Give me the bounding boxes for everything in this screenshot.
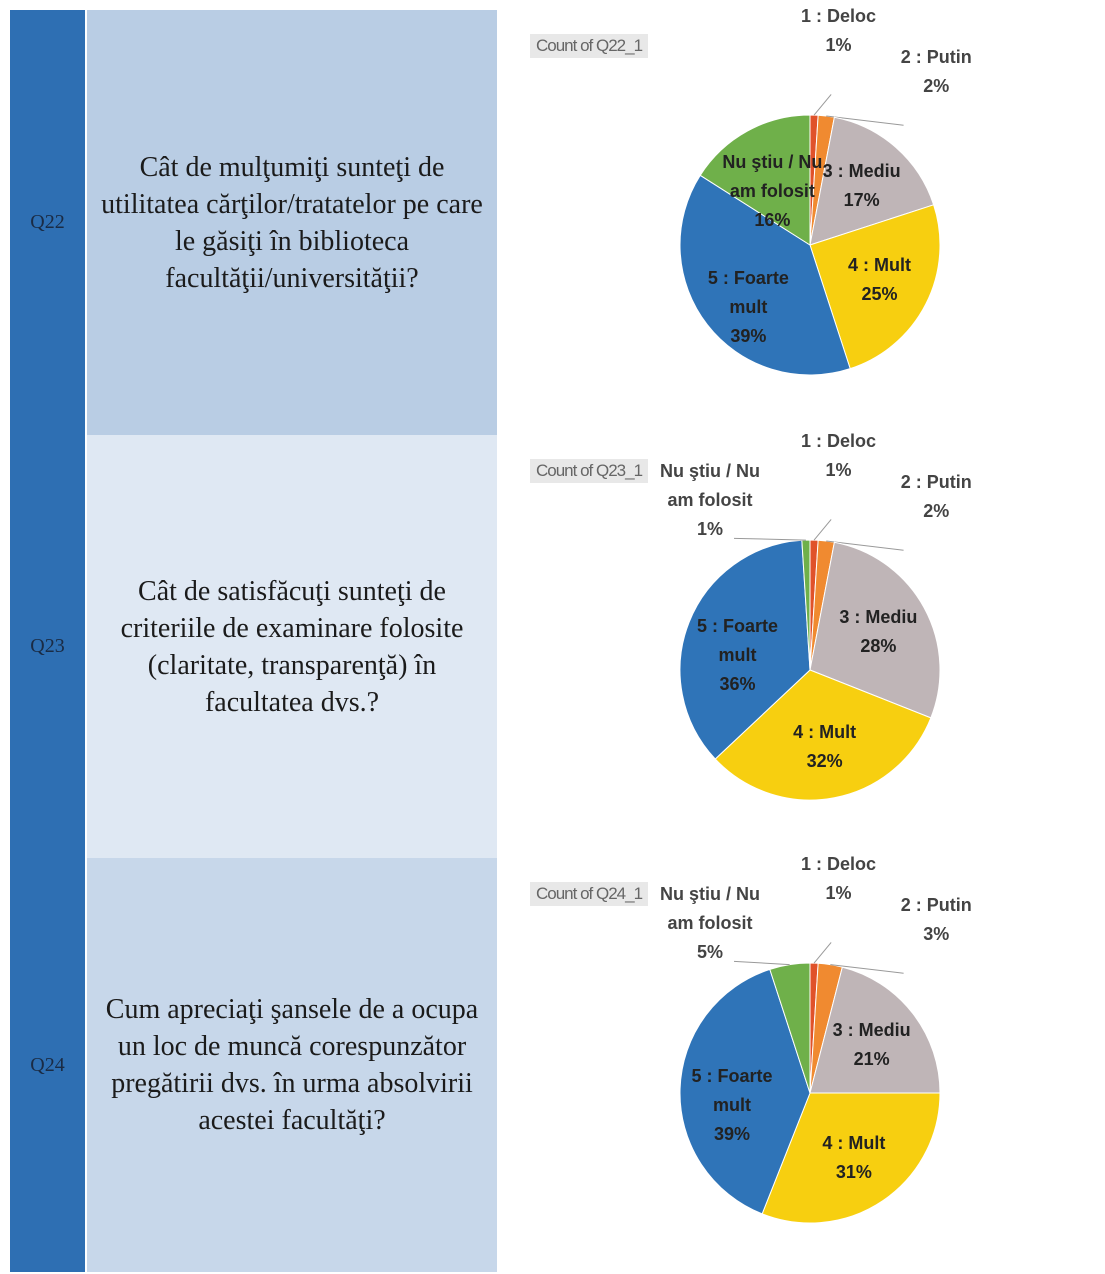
- category-label: 1 : Deloc: [801, 854, 877, 874]
- data-label: 3 : Mediu 28%: [818, 603, 938, 661]
- pie-slice: [699, 114, 811, 246]
- percent-label: 1%: [825, 35, 852, 55]
- chart-title: Count of Q22_1: [530, 34, 649, 58]
- pie-chart: [679, 94, 941, 376]
- pie-slice: [809, 541, 941, 719]
- question-text: Cât de satisfăcuţi sunteţi de criteriile…: [87, 435, 497, 858]
- leader-line: [826, 540, 904, 551]
- data-label: 1 : Deloc 1%: [779, 2, 899, 60]
- percent-label: 2%: [923, 501, 950, 522]
- table-row: Q24 Cum apreciaţi şansele de a ocupa un l…: [10, 854, 1100, 1274]
- percent-label: 1%: [696, 518, 723, 539]
- leader-line: [826, 115, 904, 126]
- data-label: Nu ştiu / Nu am folosit 16%: [712, 148, 832, 235]
- data-label: 2 : Putin 3%: [876, 891, 996, 949]
- chart-cell: Count of Q22_1 1 : Deloc 1% 2 : Putin 2% 3 : …: [500, 6, 1100, 435]
- percent-label: 1%: [825, 883, 852, 903]
- pie-chart: [679, 942, 941, 1224]
- percent-label: 31%: [835, 1161, 872, 1182]
- percent-label: 16%: [754, 209, 791, 230]
- percent-label: 1%: [825, 460, 852, 480]
- question-id: Q24: [10, 858, 85, 1272]
- data-label: Nu ştiu / Nu am folosit 5%: [650, 880, 770, 967]
- pie-slice: [761, 1092, 941, 1224]
- pie-slice: [809, 116, 935, 246]
- category-label: 3 : Mediu: [839, 607, 918, 628]
- data-label: 1 : Deloc 1%: [779, 850, 899, 908]
- data-label: 2 : Putin 2%: [876, 43, 996, 101]
- question-id: Q23: [10, 435, 85, 858]
- data-label: 4 : Mult 25%: [819, 251, 939, 309]
- category-label: 4 : Mult: [822, 1132, 886, 1153]
- percent-label: 25%: [861, 284, 898, 305]
- pie-slice: [679, 174, 851, 376]
- chart-title: Count of Q23_1: [530, 459, 649, 483]
- percent-label: 21%: [853, 1049, 890, 1070]
- pie-chart: [679, 519, 941, 801]
- leader-line: [813, 94, 832, 116]
- percent-label: 39%: [714, 1123, 751, 1144]
- pie-slice: [714, 669, 932, 801]
- category-label: 4 : Mult: [847, 255, 911, 276]
- category-label: 1 : Deloc: [801, 6, 877, 26]
- leader-line: [830, 964, 904, 974]
- category-label: 1 : Deloc: [801, 431, 877, 451]
- question-id: Q22: [10, 10, 85, 435]
- data-label: 5 : Foarte mult 39%: [688, 264, 808, 351]
- data-label: 4 : Mult 32%: [765, 718, 885, 776]
- leader-line: [733, 537, 806, 541]
- data-label: Nu ştiu / Nu am folosit 1%: [650, 457, 770, 544]
- percent-label: 32%: [806, 750, 843, 771]
- percent-label: 39%: [730, 325, 767, 346]
- percent-label: 2%: [923, 76, 950, 97]
- table-row: Q22 Cât de mulţumiţi sunteţi de utilitate…: [10, 6, 1100, 437]
- category-label: 2 : Putin: [900, 47, 972, 68]
- category-label: 2 : Putin: [900, 895, 972, 916]
- question-text: Cât de mulţumiţi sunteţi de utilitatea c…: [87, 10, 497, 435]
- pie-slice: [809, 966, 941, 1094]
- data-label: 5 : Foarte mult 39%: [672, 1062, 792, 1149]
- leader-line: [733, 960, 790, 966]
- category-label: 2 : Putin: [900, 472, 972, 493]
- data-label: 3 : Mediu 17%: [802, 157, 922, 215]
- percent-label: 3%: [923, 924, 950, 945]
- category-label: 4 : Mult: [793, 721, 857, 742]
- data-label: 3 : Mediu 21%: [812, 1016, 932, 1074]
- leader-line: [813, 942, 832, 964]
- category-label: Nu ştiu / Nu am folosit: [722, 151, 823, 201]
- pie-slice: [679, 539, 811, 760]
- category-label: 5 : Foarte mult: [691, 1065, 773, 1115]
- category-label: 3 : Mediu: [832, 1020, 911, 1041]
- percent-label: 17%: [843, 190, 880, 211]
- data-label: 2 : Putin 2%: [876, 468, 996, 526]
- data-label: 1 : Deloc 1%: [779, 427, 899, 485]
- percent-label: 5%: [696, 941, 723, 962]
- pie-slice: [679, 968, 811, 1215]
- percent-label: 36%: [719, 674, 756, 695]
- category-label: 5 : Foarte mult: [696, 616, 778, 666]
- chart-cell: Count of Q23_1 1 : Deloc 1% 2 : Putin 2% 3 : …: [500, 431, 1100, 858]
- chart-title: Count of Q24_1: [530, 882, 649, 906]
- pie-slice: [769, 962, 811, 1094]
- leader-line: [813, 519, 832, 541]
- category-label: Nu ştiu / Nu am folosit: [660, 460, 760, 510]
- table-row: Q23 Cât de satisfăcuţi sunteţi de criteri…: [10, 431, 1100, 860]
- category-label: Nu ştiu / Nu am folosit: [660, 883, 760, 933]
- category-label: 3 : Mediu: [822, 161, 901, 182]
- data-label: 4 : Mult 31%: [794, 1129, 914, 1187]
- pie-slice: [809, 204, 941, 370]
- data-label: 5 : Foarte mult 36%: [677, 612, 797, 699]
- category-label: 5 : Foarte mult: [707, 267, 789, 317]
- chart-cell: Count of Q24_1 1 : Deloc 1% 2 : Putin 3% 3 : …: [500, 854, 1100, 1272]
- percent-label: 28%: [860, 636, 897, 657]
- question-text: Cum apreciaţi şansele de a ocupa un loc …: [87, 858, 497, 1272]
